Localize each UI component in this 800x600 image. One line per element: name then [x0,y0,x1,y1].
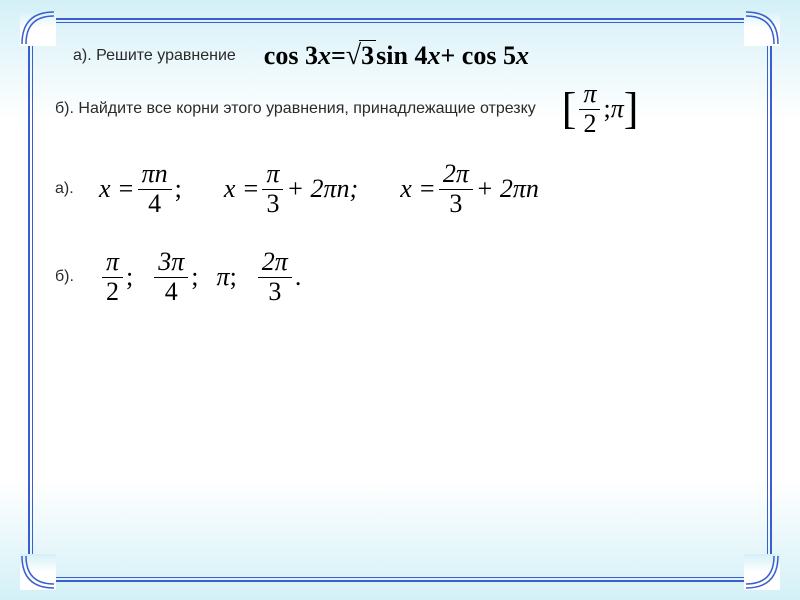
a-s1-num: πn [138,160,172,190]
b-t4-frac: 2π 3 [258,248,292,306]
b-t3-after: ; [230,262,237,292]
eq-x2: x [427,41,440,71]
corner-ornament-tl [20,10,56,46]
right-bracket-icon: ] [624,89,639,129]
answer-a-label: а). [55,180,99,198]
a-s1-xeq: x = [99,174,135,204]
eq-x3: x [516,41,529,71]
corner-ornament-bl [20,554,56,590]
b-t2-frac: 3π 4 [154,248,188,306]
b-t4-after: . [295,262,302,292]
answer-b-label: б). [55,268,99,286]
a-s2-num: π [262,160,283,190]
b-t1-den: 2 [102,278,123,307]
a-s3-den: 3 [445,190,466,219]
b-t1-frac: π 2 [102,248,123,306]
corner-ornament-tr [744,10,780,46]
a-s2-frac: π 3 [262,160,283,218]
left-bracket-icon: [ [562,89,577,129]
a-s2-den: 3 [262,190,283,219]
answer-a-math: x = πn 4 ; x = π 3 + 2πn; x = 2π 3 + 2πn [99,160,539,218]
eq-sin4: sin 4 [376,41,427,71]
b-t2-after: ; [191,262,198,292]
interval-right: π [611,94,624,124]
interval-sep: ; [603,94,610,124]
problem-line-b: б). Найдите все корни этого уравнения, п… [55,80,745,138]
label-a: а). Решите уравнение [73,47,236,65]
sqrt-icon: √3 [346,40,376,72]
a-s2-xeq: x = [224,174,260,204]
b-t3-val: π [217,262,230,292]
b-t2-den: 4 [161,278,182,307]
eq-x1: x [318,41,331,71]
b-t1-num: π [102,248,123,278]
answer-b-row: б). π 2 ; 3π 4 ; π ; 2π 3 . [55,248,745,306]
corner-ornament-br [744,554,780,590]
b-t1-after: ; [126,262,133,292]
answer-a-row: а). x = πn 4 ; x = π 3 + 2πn; x = 2π 3 +… [55,160,745,218]
eq-equals: = [331,41,346,71]
a-s1-after: ; [175,174,182,204]
sqrt-arg: 3 [359,40,376,71]
a-s3-plus: + 2πn [476,174,539,204]
a-s3-num: 2π [439,160,473,190]
answer-b-math: π 2 ; 3π 4 ; π ; 2π 3 . [99,248,301,306]
b-t4-num: 2π [258,248,292,278]
label-b: б). Найдите все корни этого уравнения, п… [55,100,536,118]
interval-expression: [ π 2 ; π ] [562,80,639,138]
a-s1-frac: πn 4 [138,160,172,218]
problem-line-a: а). Решите уравнение cos 3x = √3 sin 4x … [55,40,745,72]
a-s3-frac: 2π 3 [439,160,473,218]
interval-left-frac: π 2 [579,80,600,138]
eq-cos3: cos 3 [264,41,318,71]
content-area: а). Решите уравнение cos 3x = √3 sin 4x … [55,40,745,560]
eq-plus-cos5: + cos 5 [440,41,515,71]
a-s1-den: 4 [144,190,165,219]
main-equation: cos 3x = √3 sin 4x + cos 5x [264,40,529,72]
b-t4-den: 3 [264,278,285,307]
interval-num: π [579,80,600,110]
a-s3-xeq: x = [400,174,436,204]
a-s2-plus: + 2πn; [286,174,358,204]
interval-den: 2 [579,110,600,139]
b-t2-num: 3π [154,248,188,278]
